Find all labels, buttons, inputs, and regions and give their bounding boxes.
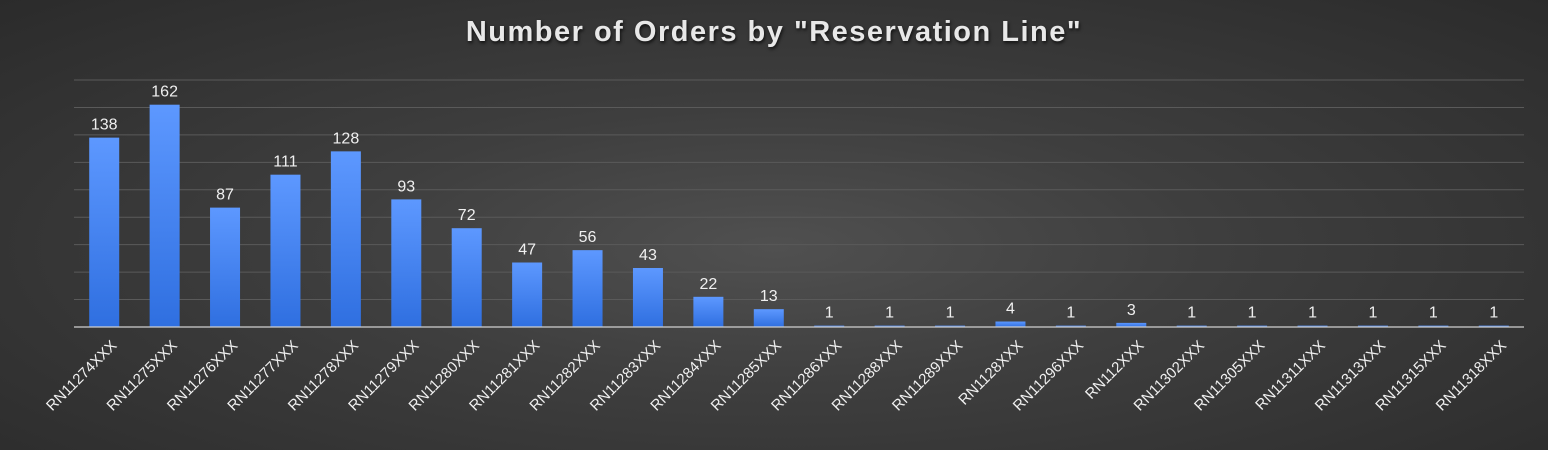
- bar: [391, 199, 422, 327]
- data-label: 111: [273, 154, 297, 171]
- data-label: 1: [1066, 305, 1075, 322]
- data-label: 93: [397, 178, 415, 195]
- bar: [1176, 325, 1207, 327]
- data-label: 1: [946, 305, 955, 322]
- data-label: 1: [1489, 305, 1498, 322]
- data-label: 72: [458, 207, 476, 224]
- bar: [693, 296, 724, 327]
- x-tick-label: RN112XXX: [1082, 337, 1147, 402]
- bar: [1418, 325, 1449, 327]
- data-label: 13: [760, 288, 778, 305]
- data-label: 1: [885, 305, 894, 322]
- data-label: 43: [639, 247, 657, 264]
- bar: [874, 325, 905, 327]
- bar: [451, 228, 482, 327]
- data-label: 138: [91, 117, 118, 134]
- data-label: 1: [1308, 305, 1317, 322]
- bar: [210, 207, 241, 327]
- bar: [1237, 325, 1268, 327]
- bar: [572, 250, 603, 327]
- bar: [1055, 325, 1086, 327]
- data-label: 47: [518, 242, 536, 259]
- data-label: 87: [216, 187, 234, 204]
- data-label: 22: [699, 276, 717, 293]
- bar: [995, 321, 1026, 327]
- data-label: 4: [1006, 301, 1015, 318]
- bar: [1478, 325, 1509, 327]
- bar: [1297, 325, 1328, 327]
- data-label: 1: [1187, 305, 1196, 322]
- bar: [1116, 322, 1147, 327]
- bar: [935, 325, 966, 327]
- bar: [1357, 325, 1388, 327]
- data-label: 128: [333, 130, 360, 147]
- data-label: 1: [1429, 305, 1438, 322]
- data-label: 1: [825, 305, 834, 322]
- bar: [753, 309, 784, 327]
- data-label: 162: [151, 84, 178, 101]
- data-label: 1: [1248, 305, 1257, 322]
- bar: [330, 151, 361, 327]
- bar: [149, 104, 180, 327]
- bar: [89, 137, 120, 327]
- data-label: 3: [1127, 302, 1136, 319]
- chart-title: Number of Orders by "Reservation Line": [465, 16, 1083, 48]
- bar: [512, 262, 543, 327]
- x-tick-labels: RN11274XXXRN11275XXXRN11276XXXRN11277XXX…: [43, 337, 1510, 414]
- data-label: 1: [1369, 305, 1378, 322]
- gridlines: [74, 79, 1524, 301]
- bar: [270, 174, 301, 327]
- bars: [89, 104, 1509, 327]
- bar: [632, 267, 663, 327]
- data-label: 56: [579, 229, 597, 246]
- bar: [814, 325, 845, 327]
